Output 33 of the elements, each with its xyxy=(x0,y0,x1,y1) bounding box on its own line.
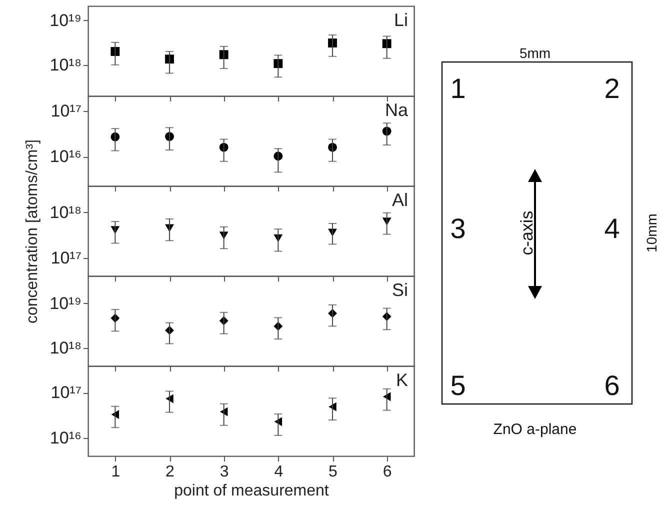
series-label: Li xyxy=(394,10,408,30)
text: 10mm xyxy=(644,214,660,252)
text: 3 xyxy=(450,213,466,244)
y-tick-label: 10¹⁷ xyxy=(50,248,82,268)
y-tick-label: 10¹⁸ xyxy=(50,55,82,74)
text: 2 xyxy=(604,73,620,104)
text: c-axis xyxy=(517,210,536,256)
text: 4 xyxy=(604,213,620,244)
text: 6 xyxy=(604,370,620,401)
y-tick-label: 10¹⁸ xyxy=(50,338,82,358)
x-tick-label: 2 xyxy=(166,464,175,480)
x-tick-label: 6 xyxy=(382,464,392,480)
y-tick-label: 10¹⁶ xyxy=(50,147,82,166)
x-tick-label: 3 xyxy=(220,464,229,480)
text: 1 xyxy=(450,73,466,104)
series-label: Al xyxy=(392,190,408,210)
text: 5mm xyxy=(519,45,551,61)
x-tick-label: 4 xyxy=(274,464,284,480)
x-tick-label: 5 xyxy=(328,464,338,480)
y-tick-label: 10¹⁹ xyxy=(50,294,82,313)
text: ZnO a-plane xyxy=(493,421,577,438)
series-label: K xyxy=(396,370,408,390)
y-axis-title: concentration [atoms/cm³] xyxy=(24,139,41,324)
x-axis-title: point of measurement xyxy=(174,482,330,500)
y-tick-label: 10¹⁸ xyxy=(50,202,82,222)
y-tick-label: 10¹⁷ xyxy=(50,383,82,402)
series-label: Na xyxy=(384,100,409,120)
series-label: Si xyxy=(392,280,408,300)
y-tick-label: 10¹⁷ xyxy=(50,101,82,120)
y-tick-label: 10¹⁶ xyxy=(50,428,82,448)
text: 5 xyxy=(450,370,466,401)
y-tick-label: 10¹⁹ xyxy=(50,10,82,30)
x-tick-label: 1 xyxy=(111,464,120,480)
